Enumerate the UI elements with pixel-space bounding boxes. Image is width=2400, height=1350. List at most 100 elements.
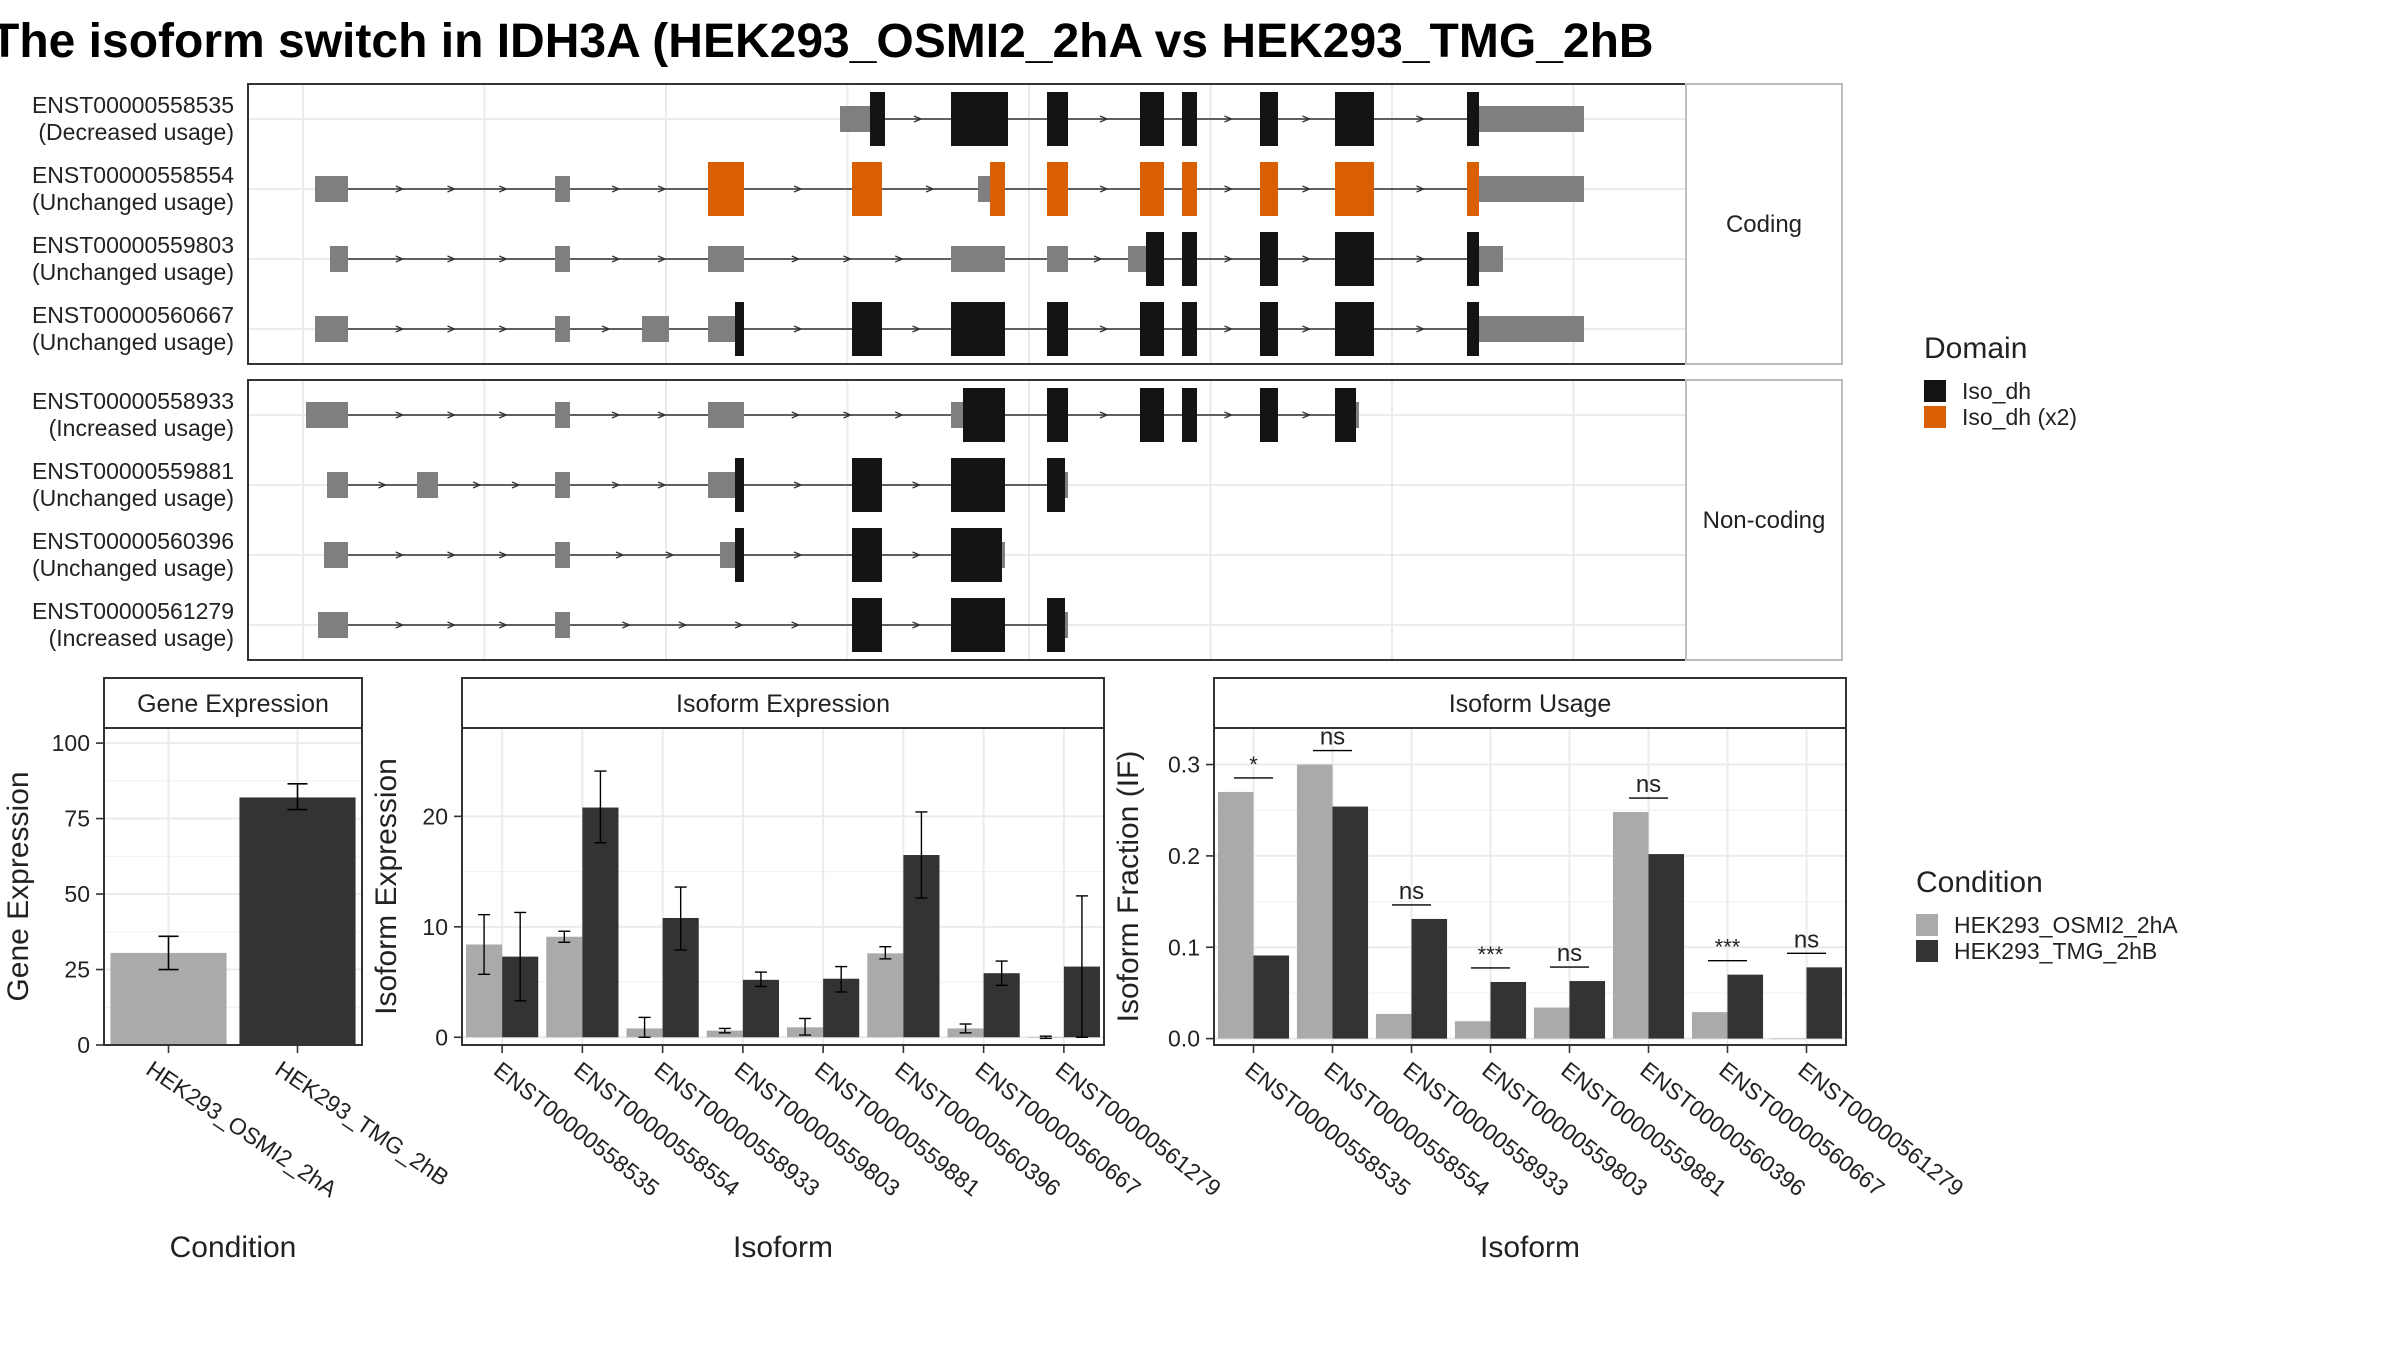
intron-arrow: [447, 325, 457, 333]
utr-exon: [555, 176, 570, 202]
transcript-id-label: ENST00000558535: [32, 92, 234, 118]
intron-arrow: [447, 185, 457, 193]
coding-exon: [1335, 162, 1374, 216]
coding-exon: [1047, 598, 1065, 652]
coding-exon: [1335, 92, 1374, 146]
coding-exon: [1047, 388, 1068, 442]
transcript-id-label: ENST00000558933: [32, 388, 234, 414]
intron-arrow: [1224, 115, 1234, 123]
coding-exon: [870, 92, 885, 146]
utr-exon: [1479, 106, 1488, 132]
coding-exon: [951, 528, 1002, 582]
bar: [1253, 955, 1290, 1039]
intron-arrow: [378, 481, 388, 489]
coding-exon: [852, 162, 882, 216]
y-tick-label: 50: [64, 881, 90, 907]
bar: [1375, 1013, 1412, 1039]
y-tick-label: 0: [435, 1024, 448, 1050]
coding-exon: [1260, 388, 1278, 442]
coding-exon: [963, 388, 1005, 442]
intron-arrow: [447, 255, 457, 263]
intron-arrow: [657, 255, 667, 263]
transcript-id-label: ENST00000560667: [32, 302, 234, 328]
intron-arrow: [615, 551, 625, 559]
y-tick-label: 0.0: [1168, 1026, 1200, 1052]
intron-arrow: [498, 621, 508, 629]
utr-exon: [1128, 246, 1146, 272]
transcript-row: ENST00000558933(Increased usage): [32, 388, 1686, 442]
intron-arrow: [511, 481, 521, 489]
intron-arrow: [793, 185, 803, 193]
y-axis-label: Isoform Expression: [370, 758, 403, 1015]
facet-strip-label: Non-coding: [1703, 507, 1826, 534]
intron-arrow: [611, 255, 621, 263]
intron-arrow: [1099, 411, 1109, 419]
utr-exon: [555, 612, 570, 638]
transcript-id-label: ENST00000559803: [32, 232, 234, 258]
y-tick-label: 0.3: [1168, 752, 1200, 778]
intron-arrow: [793, 551, 803, 559]
intron-arrow: [447, 621, 457, 629]
intron-arrow: [657, 411, 667, 419]
intron-arrow: [1302, 411, 1312, 419]
utr-exon: [951, 402, 963, 428]
legend-label: Iso_dh: [1962, 378, 2031, 404]
utr-exon: [978, 176, 990, 202]
structure-panel-coding: ENST00000558535(Decreased usage)ENST0000…: [32, 83, 1843, 365]
bar: [1806, 967, 1843, 1039]
coding-exon: [735, 302, 744, 356]
coding-exon: [1182, 92, 1197, 146]
utr-exon: [708, 402, 744, 428]
utr-exon: [315, 316, 348, 342]
coding-exon: [951, 92, 1008, 146]
intron-arrow: [791, 411, 801, 419]
legend-title: Domain: [1924, 332, 2027, 365]
utr-exon: [324, 542, 348, 568]
utr-exon: [1002, 542, 1005, 568]
legend-label: HEK293_TMG_2hB: [1954, 938, 2157, 964]
facet-strip: [461, 677, 1105, 729]
figure-title: The isoform switch in IDH3A (HEK293_OSMI…: [0, 15, 1654, 68]
coding-exon: [1047, 92, 1068, 146]
coding-exon: [951, 598, 1005, 652]
intron-arrow: [843, 255, 853, 263]
intron-arrow: [912, 481, 922, 489]
intron-arrow: [657, 185, 667, 193]
intron-arrow: [1302, 185, 1312, 193]
coding-exon: [852, 528, 882, 582]
intron-arrow: [1416, 255, 1426, 263]
utr-exon: [642, 316, 669, 342]
utr-exon: [315, 176, 339, 202]
intron-arrow: [611, 185, 621, 193]
facet-strip: [1685, 83, 1843, 365]
structure-panel-non-coding: ENST00000558933(Increased usage)ENST0000…: [32, 379, 1843, 661]
bar: [1490, 981, 1527, 1039]
intron-arrow: [894, 411, 904, 419]
coding-exon: [852, 458, 882, 512]
bar: [1217, 791, 1254, 1039]
transcript-row: ENST00000561279(Increased usage): [32, 598, 1686, 652]
utr-exon: [555, 542, 570, 568]
coding-exon: [1467, 162, 1479, 216]
utr-exon: [330, 246, 348, 272]
intron-arrow: [611, 481, 621, 489]
y-tick-label: 10: [422, 914, 448, 940]
utr-exon: [339, 176, 348, 202]
bar: [1454, 1021, 1491, 1039]
utr-exon: [327, 472, 348, 498]
bar: [1648, 854, 1685, 1039]
coding-exon: [1146, 232, 1164, 286]
y-tick-label: 75: [64, 806, 90, 832]
significance-label: ***: [1715, 935, 1741, 960]
coding-exon: [1140, 162, 1164, 216]
bar: [1569, 981, 1606, 1039]
intron-arrow: [1302, 255, 1312, 263]
intron-arrow: [1224, 255, 1234, 263]
intron-arrow: [1224, 325, 1234, 333]
transcript-row: ENST00000559881(Unchanged usage): [32, 458, 1686, 512]
intron-arrow: [793, 481, 803, 489]
intron-arrow: [622, 621, 632, 629]
transcript-id-label: ENST00000560396: [32, 528, 234, 554]
chart-title: Isoform Expression: [676, 690, 890, 718]
